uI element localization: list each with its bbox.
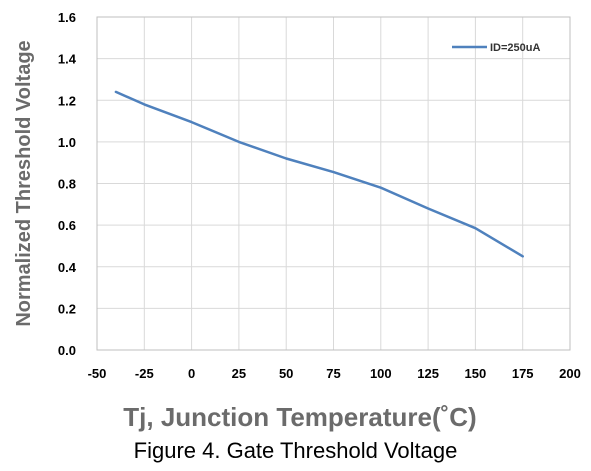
y-tick-label: 1.6	[58, 10, 76, 25]
x-axis-ticks: -50 -25 0 25 50 75 100 125 150 175 200	[88, 366, 581, 381]
x-tick-label: 0	[188, 366, 195, 381]
y-axis-title: Normalized Threshold Voltage	[13, 40, 35, 326]
chart: 0.0 0.2 0.4 0.6 0.8 1.0 1.2 1.4 1.6 -50 -25 0 25 50 7…	[13, 10, 581, 432]
y-tick-label: 0.0	[58, 343, 76, 358]
y-axis-ticks: 0.0 0.2 0.4 0.6 0.8 1.0 1.2 1.4 1.6	[58, 10, 77, 358]
legend: ID=250uA	[452, 42, 540, 54]
x-tick-label: 100	[370, 366, 392, 381]
x-tick-label: -50	[88, 366, 107, 381]
grid	[96, 16, 571, 351]
x-tick-label: 50	[279, 366, 293, 381]
x-tick-label: 200	[559, 366, 581, 381]
x-tick-label: 150	[465, 366, 487, 381]
x-tick-label: 25	[232, 366, 246, 381]
legend-label: ID=250uA	[490, 42, 540, 54]
y-tick-label: 0.6	[58, 218, 76, 233]
y-tick-label: 1.2	[58, 93, 76, 108]
x-tick-label: 75	[326, 366, 340, 381]
y-tick-label: 1.0	[58, 135, 76, 150]
series-layer	[114, 90, 524, 258]
x-tick-label: 175	[512, 366, 534, 381]
series-line	[114, 90, 524, 258]
x-tick-label: 125	[417, 366, 439, 381]
y-tick-label: 1.4	[58, 52, 77, 67]
x-axis-title: Tj, Junction Temperature(˚C)	[123, 402, 476, 432]
y-tick-label: 0.8	[58, 177, 76, 192]
y-tick-label: 0.2	[58, 301, 76, 316]
x-tick-label: -25	[135, 366, 154, 381]
plot-area	[96, 16, 571, 351]
figure-caption: Figure 4. Gate Threshold Voltage	[133, 438, 458, 463]
y-tick-label: 0.4	[58, 260, 77, 275]
